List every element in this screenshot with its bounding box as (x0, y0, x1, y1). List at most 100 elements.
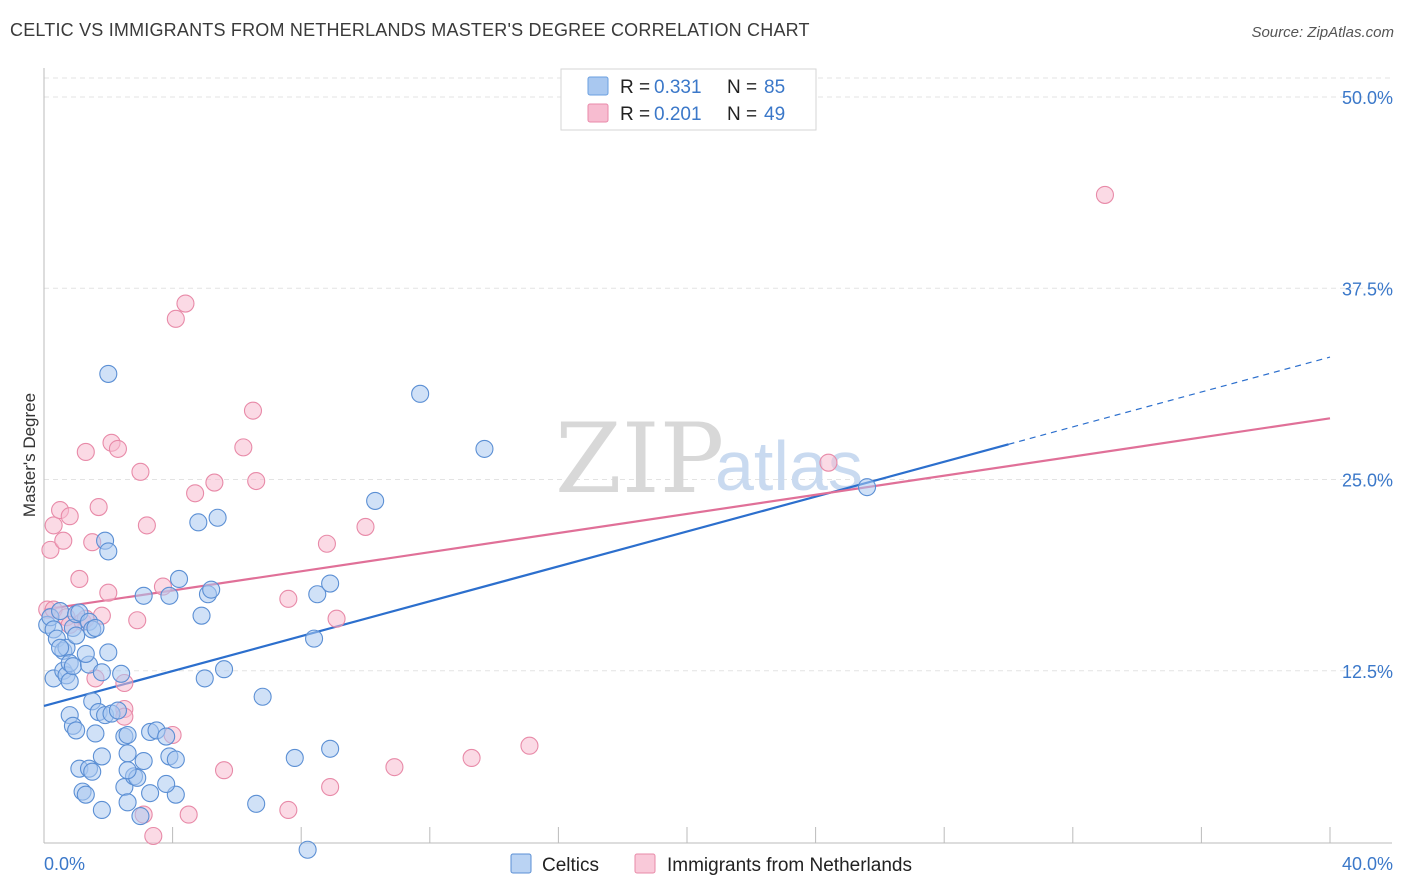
netherlands-point (41, 540, 60, 559)
celtics-point (131, 807, 150, 826)
netherlands-point (327, 609, 346, 628)
celtics-point (195, 669, 214, 688)
y-tick-label: 12.5% (1342, 662, 1393, 682)
tick-labels: 12.5% 25.0% 37.5% 50.0% 0.0% 40.0% (44, 88, 1393, 874)
celtics-point (134, 586, 153, 605)
legend-bottom: Celtics Immigrants from Netherlands (510, 853, 912, 876)
legend-n-label: N = (727, 77, 757, 98)
celtics-point (192, 606, 211, 625)
y-tick-label: 25.0% (1342, 471, 1393, 491)
netherlands-point (166, 309, 185, 328)
netherlands-point (108, 439, 127, 458)
netherlands-point (321, 777, 340, 797)
celtics-point (86, 618, 105, 637)
chart-title: CELTIC VS IMMIGRANTS FROM NETHERLANDS MA… (10, 20, 810, 40)
netherlands-point (205, 473, 224, 492)
y-tick-label: 50.0% (1342, 88, 1393, 108)
netherlands-point (76, 442, 95, 462)
legend-bottom-swatch (510, 853, 532, 874)
celtics-point (92, 663, 111, 682)
celtics-point (366, 491, 385, 510)
watermark: ZIP atlas (555, 403, 863, 515)
netherlands-point (70, 569, 89, 589)
celtics-point (321, 574, 340, 593)
celtics-point (157, 774, 176, 794)
legend-r-label: R = (620, 104, 650, 125)
celtics-point (169, 569, 189, 589)
legend-swatch (587, 76, 609, 96)
netherlands-point (44, 516, 63, 535)
trendline-netherlands (43, 417, 1331, 611)
celtics-point (141, 784, 160, 803)
celtics-point (99, 364, 118, 383)
legend-swatch (587, 103, 609, 123)
x-tick-label: 40.0% (1342, 854, 1393, 874)
celtics-point (51, 638, 70, 657)
netherlands-point (317, 534, 336, 553)
netherlands-point (186, 484, 205, 503)
netherlands-point (128, 611, 147, 630)
netherlands-point (243, 401, 263, 420)
x-tick-label: 0.0% (44, 854, 85, 874)
celtics-point (285, 748, 304, 768)
celtics-point (92, 800, 111, 820)
legend-bottom-label: Immigrants from Netherlands (667, 855, 912, 876)
legend-bottom-label: Celtics (542, 855, 599, 876)
netherlands-point (131, 462, 150, 481)
netherlands-point (137, 516, 156, 535)
netherlands-point (89, 497, 108, 517)
netherlands-point (247, 471, 266, 491)
celtics-point (166, 750, 185, 769)
source-label: Source: ZipAtlas.com (1251, 24, 1394, 41)
celtics-point (253, 687, 272, 706)
netherlands-point (279, 589, 298, 608)
netherlands-point (520, 736, 539, 755)
netherlands-point (179, 805, 198, 824)
watermark-atlas: atlas (715, 427, 863, 505)
celtics-point (305, 629, 324, 648)
celtics-point (76, 785, 95, 804)
celtics-point (92, 747, 111, 766)
legend-top: R = 0.331 N = 85 R = 0.201 N = 49 (560, 68, 817, 131)
celtics-point (112, 664, 131, 683)
netherlands-point (1095, 185, 1114, 204)
trendline-extension (1008, 356, 1331, 445)
celtics-point (83, 762, 102, 781)
celtics-point (99, 542, 118, 561)
points (38, 185, 1114, 859)
celtics-point (134, 751, 153, 771)
legend-n-value: 85 (764, 77, 785, 98)
celtics-point (118, 793, 137, 812)
netherlands-point (144, 826, 163, 846)
celtics-point (160, 586, 179, 605)
netherlands-point (819, 453, 838, 472)
legend-r-value: 0.201 (654, 104, 702, 125)
celtics-point (67, 721, 86, 740)
netherlands-point (462, 748, 481, 768)
celtics-point (118, 725, 137, 745)
legend-r-label: R = (620, 77, 650, 98)
celtics-point (99, 643, 118, 662)
netherlands-point (234, 438, 253, 457)
netherlands-point (214, 761, 234, 780)
grid (44, 77, 1392, 672)
netherlands-point (385, 758, 404, 777)
celtics-point (60, 672, 79, 691)
netherlands-point (279, 800, 298, 820)
celtics-point (189, 513, 208, 532)
celtics-point (202, 580, 221, 599)
watermark-zip: ZIP (555, 403, 724, 515)
netherlands-point (60, 507, 79, 526)
celtics-point (411, 384, 430, 403)
celtics-point (51, 602, 70, 621)
legend-bottom-swatch (634, 853, 656, 874)
trendline-celtics (43, 443, 1009, 708)
legend-n-label: N = (727, 104, 757, 125)
y-tick-label: 37.5% (1342, 279, 1393, 299)
axes (43, 68, 1392, 844)
celtics-point (157, 727, 176, 746)
celtics-point (86, 724, 105, 743)
celtics-point (214, 660, 234, 679)
netherlands-point (99, 583, 118, 602)
